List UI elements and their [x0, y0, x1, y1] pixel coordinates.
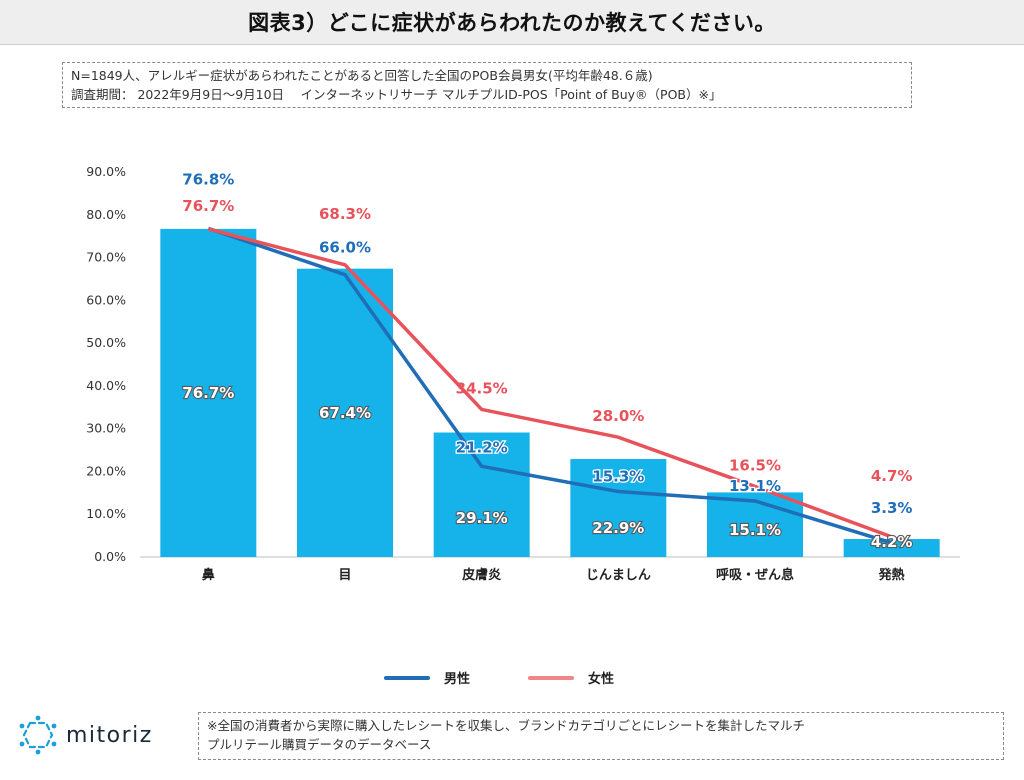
- y-tick-label: 50.0%: [86, 335, 126, 350]
- footnote-line-2: プルリテール購買データのデータベース: [207, 737, 432, 752]
- male-data-label: 15.3%: [592, 468, 644, 486]
- y-tick-label: 10.0%: [86, 506, 126, 521]
- bar: [160, 228, 257, 557]
- chart-area: 0.0% 10.0% 20.0% 30.0% 40.0% 50.0% 60.0% 70.0% 8…: [86, 164, 960, 583]
- legend-item-male: 男性: [384, 668, 470, 687]
- survey-note-line-1: N=1849人、アレルギー症状があらわれたことがあると回答した全国のPOB会員男…: [71, 68, 653, 83]
- logo-text: mitoriz: [66, 722, 153, 748]
- bar: [843, 539, 940, 557]
- legend-male-swatch: [384, 675, 430, 680]
- male-data-label: 66.0%: [319, 239, 371, 257]
- chart-title: 図表3）どこに症状があらわれたのか教えてください。: [248, 11, 776, 35]
- female-series-line: [207, 227, 893, 539]
- female-data-label: 4.7%: [871, 467, 913, 485]
- y-tick-label: 60.0%: [86, 292, 126, 307]
- legend-item-female: 女性: [528, 668, 614, 687]
- y-tick-label: 0.0%: [94, 549, 126, 564]
- x-tick-label: 発熱: [878, 567, 905, 583]
- mitoriz-logo-icon: [19, 715, 57, 755]
- footnote-box: ※全国の消費者から実際に購入したレシートを収集し、ブランドカテゴリごとにレシート…: [198, 712, 1004, 760]
- legend-male-label: 男性: [444, 672, 471, 687]
- female-data-label: 16.5%: [729, 456, 781, 474]
- y-tick-label: 20.0%: [86, 463, 126, 478]
- x-tick-label: 目: [338, 568, 351, 583]
- bar: [570, 459, 667, 557]
- bar: [707, 492, 803, 557]
- female-data-label: 28.0%: [592, 407, 644, 425]
- female-data-label: 34.5%: [456, 379, 508, 397]
- y-tick-label: 70.0%: [86, 250, 126, 265]
- male-data-label: 21.2%: [456, 438, 508, 456]
- male-series-line: [207, 226, 893, 545]
- x-tick-label: 皮膚炎: [461, 567, 501, 583]
- legend-female-swatch: [528, 675, 574, 680]
- male-data-label: 76.8%: [182, 170, 234, 188]
- title-bar: 図表3）どこに症状があらわれたのか教えてください。: [0, 0, 1024, 45]
- mitoriz-logo: mitoriz: [18, 710, 188, 760]
- female-data-label: 76.7%: [182, 197, 234, 215]
- male-data-label: 13.1%: [729, 477, 781, 495]
- bar-data-label: 29.1%: [456, 509, 508, 527]
- y-tick-label: 30.0%: [86, 421, 126, 436]
- bar-data-label: 22.9%: [592, 519, 644, 537]
- bar-data-label: 15.1%: [729, 521, 781, 539]
- bar-data-label: 67.4%: [319, 404, 371, 422]
- bar-data-label: 4.2%: [871, 533, 913, 551]
- bar: [433, 432, 530, 557]
- footnote-line-1: ※全国の消費者から実際に購入したレシートを収集し、ブランドカテゴリごとにレシート…: [207, 718, 805, 733]
- x-tick-label: 呼吸・ぜん息: [716, 567, 794, 583]
- male-data-label: 3.3%: [871, 499, 913, 517]
- y-tick-label: 40.0%: [86, 378, 126, 393]
- y-tick-label: 80.0%: [86, 207, 126, 222]
- female-data-label: 68.3%: [319, 205, 371, 223]
- y-tick-label: 90.0%: [86, 164, 126, 179]
- survey-note-box: N=1849人、アレルギー症状があらわれたことがあると回答した全国のPOB会員男…: [62, 62, 912, 108]
- bar-data-label: 76.7%: [182, 384, 234, 402]
- x-tick-label: じんましん: [586, 568, 651, 583]
- survey-note-line-2: 調査期間： 2022年9月9日～9月10日 インターネットリサーチ マルチプルI…: [71, 87, 722, 102]
- legend-female-label: 女性: [588, 672, 615, 687]
- legend: 男性 女性: [0, 668, 1024, 690]
- x-tick-label: 鼻: [202, 567, 215, 583]
